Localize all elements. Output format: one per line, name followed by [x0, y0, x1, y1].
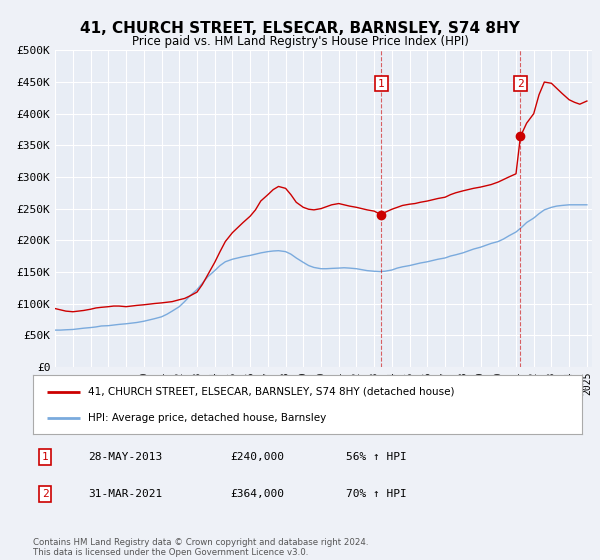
Text: 1: 1 — [42, 452, 49, 462]
Text: 31-MAR-2021: 31-MAR-2021 — [88, 489, 162, 499]
Text: £240,000: £240,000 — [230, 452, 284, 462]
Text: 56% ↑ HPI: 56% ↑ HPI — [346, 452, 407, 462]
Text: Contains HM Land Registry data © Crown copyright and database right 2024.
This d: Contains HM Land Registry data © Crown c… — [33, 538, 368, 557]
Text: £364,000: £364,000 — [230, 489, 284, 499]
Text: 41, CHURCH STREET, ELSECAR, BARNSLEY, S74 8HY: 41, CHURCH STREET, ELSECAR, BARNSLEY, S7… — [80, 21, 520, 36]
Text: 2: 2 — [42, 489, 49, 499]
Text: 41, CHURCH STREET, ELSECAR, BARNSLEY, S74 8HY (detached house): 41, CHURCH STREET, ELSECAR, BARNSLEY, S7… — [88, 386, 454, 396]
Text: 2: 2 — [517, 78, 524, 88]
Text: 1: 1 — [378, 78, 385, 88]
Text: 70% ↑ HPI: 70% ↑ HPI — [346, 489, 407, 499]
Text: Price paid vs. HM Land Registry's House Price Index (HPI): Price paid vs. HM Land Registry's House … — [131, 35, 469, 48]
Text: HPI: Average price, detached house, Barnsley: HPI: Average price, detached house, Barn… — [88, 413, 326, 423]
Text: 28-MAY-2013: 28-MAY-2013 — [88, 452, 162, 462]
